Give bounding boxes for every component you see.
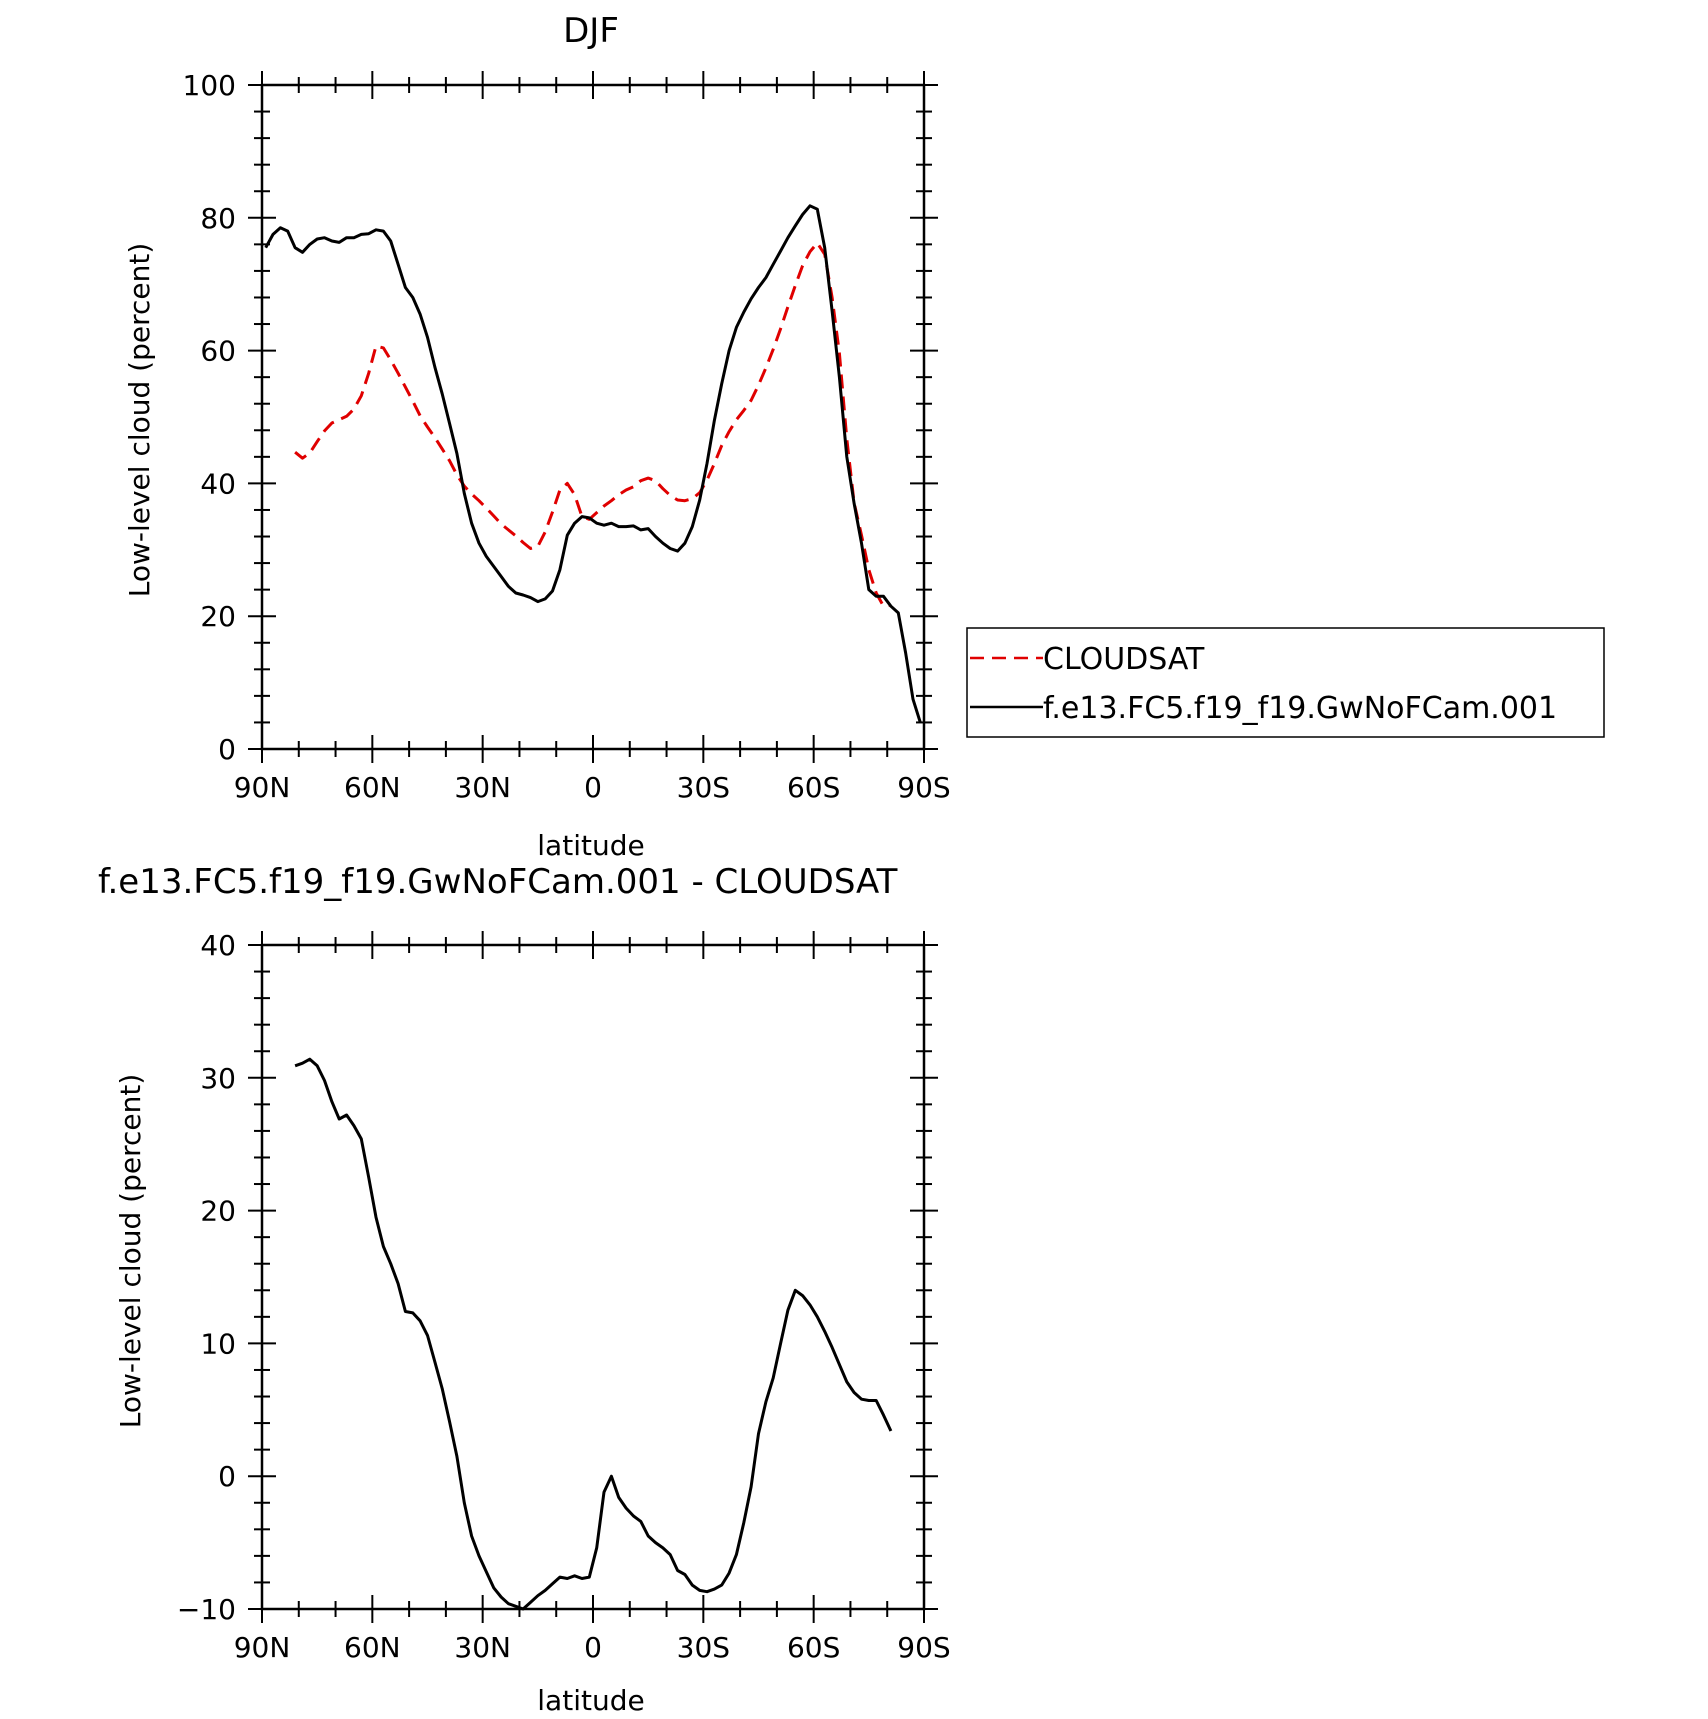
- top-chart-y-tick-label: 20: [200, 600, 236, 633]
- top-chart-x-tick-label: 90N: [234, 771, 291, 804]
- top-chart-y-axis-title: Low-level cloud (percent): [123, 243, 156, 598]
- top-chart-x-tick-label: 60S: [787, 771, 840, 804]
- top-chart-y-tick-label: 40: [200, 467, 236, 500]
- bottom-chart-y-axis-title: Low-level cloud (percent): [114, 1074, 147, 1429]
- top-chart-series-line: [264, 204, 922, 723]
- bottom-chart-x-tick-label: 90N: [234, 1631, 291, 1664]
- bottom-chart-x-tick-labels: 90N 60N 30N 0 30S 60S 90S: [234, 1631, 951, 1664]
- top-chart-y-tick-label: 100: [183, 69, 236, 102]
- top-chart-y-tick-labels: 0 20 40 60 80 100: [183, 69, 236, 766]
- top-chart-x-tick-label: 60N: [344, 771, 401, 804]
- bottom-chart-frame: [260, 943, 926, 1611]
- top-chart-x-tick-label: 30N: [454, 771, 511, 804]
- bottom-chart-x-tick-label: 60N: [344, 1631, 401, 1664]
- bottom-chart-ticks: [248, 931, 938, 1623]
- bottom-chart-x-axis-title: latitude: [537, 1684, 644, 1717]
- legend-label-cloudsat: CLOUDSAT: [1043, 642, 1205, 677]
- top-chart-ticks: [248, 71, 938, 763]
- top-chart-y-tick-label: 60: [200, 335, 236, 368]
- top-chart-x-tick-label: 30S: [677, 771, 730, 804]
- bottom-chart-y-tick-label: 20: [200, 1195, 236, 1228]
- bottom-chart-y-tick-labels: −10 0 10 20 30 40: [177, 929, 236, 1626]
- top-chart-series-line: [294, 241, 892, 608]
- bottom-chart-x-tick-label: 60S: [787, 1631, 840, 1664]
- top-chart-x-tick-label: 0: [584, 771, 602, 804]
- bottom-chart-series-line: [294, 1057, 893, 1611]
- bottom-chart-y-tick-label: −10: [177, 1593, 236, 1626]
- top-chart-x-axis-title: latitude: [537, 829, 644, 862]
- top-chart-series: [264, 204, 922, 723]
- legend-label-model: f.e13.FC5.f19_f19.GwNoFCam.001: [1043, 691, 1557, 726]
- top-chart-y-tick-label: 80: [200, 202, 236, 235]
- bottom-chart-x-tick-label: 30N: [454, 1631, 511, 1664]
- bottom-chart: f.e13.FC5.f19_f19.GwNoFCam.001 - CLOUDSA…: [98, 862, 951, 1717]
- top-chart-x-tick-label: 90S: [897, 771, 950, 804]
- legend: CLOUDSAT f.e13.FC5.f19_f19.GwNoFCam.001: [966, 627, 1605, 738]
- bottom-chart-y-tick-label: 30: [200, 1062, 236, 1095]
- bottom-chart-title: f.e13.FC5.f19_f19.GwNoFCam.001 - CLOUDSA…: [98, 862, 898, 902]
- bottom-chart-x-tick-label: 30S: [677, 1631, 730, 1664]
- top-chart-y-tick-label: 0: [218, 733, 236, 766]
- legend-box: [966, 627, 1605, 738]
- bottom-chart-y-tick-label: 0: [218, 1460, 236, 1493]
- top-chart-frame: [260, 83, 926, 751]
- bottom-chart-series: [294, 1057, 893, 1611]
- bottom-chart-x-tick-label: 0: [584, 1631, 602, 1664]
- bottom-chart-y-tick-label: 10: [200, 1327, 236, 1360]
- bottom-chart-x-tick-label: 90S: [897, 1631, 950, 1664]
- bottom-chart-y-tick-label: 40: [200, 929, 236, 962]
- top-chart-x-tick-labels: 90N 60N 30N 0 30S 60S 90S: [234, 771, 951, 804]
- top-chart-title: DJF: [563, 11, 619, 51]
- top-chart: DJF 0 20 40 60 80 100 90N 60N 30N 0 30S 60S 90S Low…: [123, 11, 951, 862]
